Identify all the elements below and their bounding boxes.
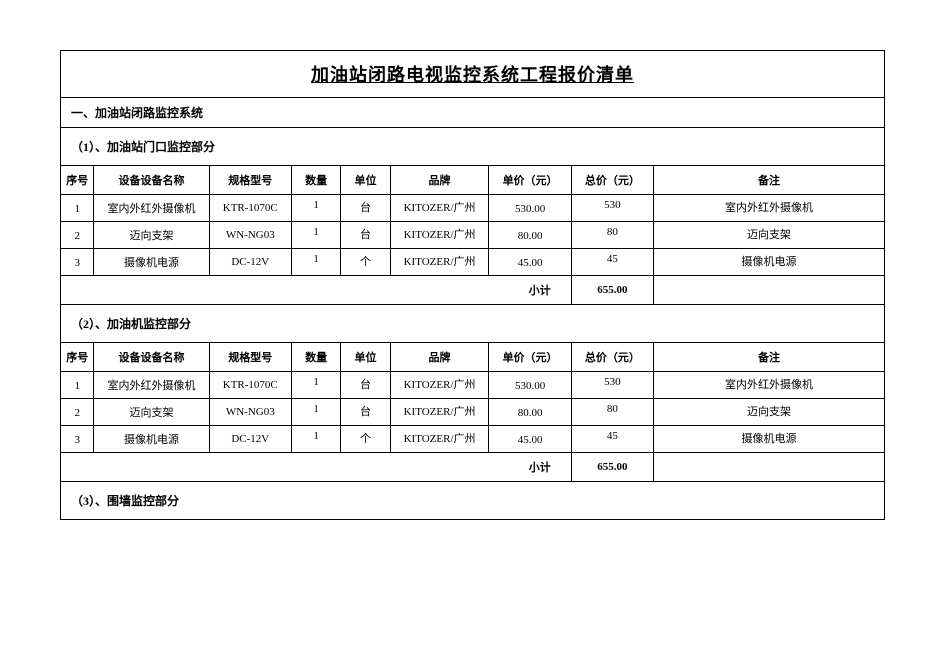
col-qty: 数量 xyxy=(291,166,340,195)
cell-unit: 台 xyxy=(341,222,390,249)
table-row: 1 室内外红外摄像机 KTR-1070C 1 台 KITOZER/广州 530.… xyxy=(61,195,884,222)
col-name: 设备设备名称 xyxy=(94,166,209,195)
cell-spec: KTR-1070C xyxy=(209,372,291,399)
col-brand: 品牌 xyxy=(390,166,489,195)
cell-idx: 2 xyxy=(61,399,94,426)
col-total-price: 总价（元） xyxy=(571,166,653,195)
document-container: 加油站闭路电视监控系统工程报价清单 一、加油站闭路监控系统 （1）、加油站门口监… xyxy=(60,50,885,520)
cell-total-price: 45 xyxy=(571,426,653,453)
cell-name: 迈向支架 xyxy=(94,399,209,426)
col-unit-price: 单价（元） xyxy=(489,343,571,372)
cell-idx: 3 xyxy=(61,249,94,276)
subtotal-label: 小计 xyxy=(61,276,571,305)
col-qty: 数量 xyxy=(291,343,340,372)
cell-spec: KTR-1070C xyxy=(209,195,291,222)
col-unit: 单位 xyxy=(341,166,390,195)
cell-unit: 个 xyxy=(341,426,390,453)
cell-unit-price: 80.00 xyxy=(489,399,571,426)
cell-brand: KITOZER/广州 xyxy=(390,195,489,222)
cell-name: 摄像机电源 xyxy=(94,426,209,453)
table-header-row: 序号 设备设备名称 规格型号 数量 单位 品牌 单价（元） 总价（元） 备注 xyxy=(61,343,884,372)
cell-remark: 室内外红外摄像机 xyxy=(654,372,884,399)
cell-name: 室内外红外摄像机 xyxy=(94,195,209,222)
cell-remark: 摄像机电源 xyxy=(654,426,884,453)
cell-unit-price: 45.00 xyxy=(489,249,571,276)
cell-brand: KITOZER/广州 xyxy=(390,372,489,399)
table-row: 3 摄像机电源 DC-12V 1 个 KITOZER/广州 45.00 45 摄… xyxy=(61,426,884,453)
table-row: 3 摄像机电源 DC-12V 1 个 KITOZER/广州 45.00 45 摄… xyxy=(61,249,884,276)
subtotal-value: 655.00 xyxy=(571,276,653,305)
cell-name: 迈向支架 xyxy=(94,222,209,249)
cell-brand: KITOZER/广州 xyxy=(390,222,489,249)
col-remark: 备注 xyxy=(654,343,884,372)
col-remark: 备注 xyxy=(654,166,884,195)
cell-total-price: 80 xyxy=(571,222,653,249)
cell-brand: KITOZER/广州 xyxy=(390,426,489,453)
col-unit-price: 单价（元） xyxy=(489,166,571,195)
cell-spec: WN-NG03 xyxy=(209,399,291,426)
cell-idx: 3 xyxy=(61,426,94,453)
col-unit: 单位 xyxy=(341,343,390,372)
cell-qty: 1 xyxy=(291,399,340,426)
cell-qty: 1 xyxy=(291,195,340,222)
col-idx: 序号 xyxy=(61,166,94,195)
cell-unit: 个 xyxy=(341,249,390,276)
table-row: 2 迈向支架 WN-NG03 1 台 KITOZER/广州 80.00 80 迈… xyxy=(61,222,884,249)
cell-unit-price: 530.00 xyxy=(489,195,571,222)
section-2-table: 序号 设备设备名称 规格型号 数量 单位 品牌 单价（元） 总价（元） 备注 1… xyxy=(61,343,884,482)
section-1-table: 序号 设备设备名称 规格型号 数量 单位 品牌 单价（元） 总价（元） 备注 1… xyxy=(61,166,884,305)
cell-unit-price: 80.00 xyxy=(489,222,571,249)
subsection-1-heading: （1）、加油站门口监控部分 xyxy=(61,128,884,166)
subtotal-row: 小计 655.00 xyxy=(61,276,884,305)
cell-total-price: 80 xyxy=(571,399,653,426)
table-header-row: 序号 设备设备名称 规格型号 数量 单位 品牌 单价（元） 总价（元） 备注 xyxy=(61,166,884,195)
cell-spec: DC-12V xyxy=(209,249,291,276)
cell-remark: 摄像机电源 xyxy=(654,249,884,276)
cell-unit: 台 xyxy=(341,399,390,426)
cell-remark: 迈向支架 xyxy=(654,399,884,426)
cell-idx: 2 xyxy=(61,222,94,249)
table-row: 2 迈向支架 WN-NG03 1 台 KITOZER/广州 80.00 80 迈… xyxy=(61,399,884,426)
col-total-price: 总价（元） xyxy=(571,343,653,372)
subsection-3-heading: （3）、围墙监控部分 xyxy=(61,482,884,520)
document-title: 加油站闭路电视监控系统工程报价清单 xyxy=(61,51,884,98)
cell-remark: 迈向支架 xyxy=(654,222,884,249)
col-name: 设备设备名称 xyxy=(94,343,209,372)
cell-total-price: 530 xyxy=(571,372,653,399)
cell-idx: 1 xyxy=(61,195,94,222)
cell-spec: DC-12V xyxy=(209,426,291,453)
cell-unit-price: 530.00 xyxy=(489,372,571,399)
subtotal-value: 655.00 xyxy=(571,453,653,482)
cell-unit: 台 xyxy=(341,195,390,222)
subtotal-empty xyxy=(654,276,884,305)
cell-qty: 1 xyxy=(291,372,340,399)
cell-brand: KITOZER/广州 xyxy=(390,399,489,426)
cell-brand: KITOZER/广州 xyxy=(390,249,489,276)
cell-qty: 1 xyxy=(291,222,340,249)
subtotal-label: 小计 xyxy=(61,453,571,482)
cell-remark: 室内外红外摄像机 xyxy=(654,195,884,222)
cell-total-price: 530 xyxy=(571,195,653,222)
cell-name: 室内外红外摄像机 xyxy=(94,372,209,399)
col-spec: 规格型号 xyxy=(209,166,291,195)
col-idx: 序号 xyxy=(61,343,94,372)
cell-spec: WN-NG03 xyxy=(209,222,291,249)
cell-qty: 1 xyxy=(291,249,340,276)
cell-idx: 1 xyxy=(61,372,94,399)
main-section-heading: 一、加油站闭路监控系统 xyxy=(61,98,884,128)
subtotal-empty xyxy=(654,453,884,482)
cell-total-price: 45 xyxy=(571,249,653,276)
subtotal-row: 小计 655.00 xyxy=(61,453,884,482)
cell-unit: 台 xyxy=(341,372,390,399)
table-row: 1 室内外红外摄像机 KTR-1070C 1 台 KITOZER/广州 530.… xyxy=(61,372,884,399)
subsection-2-heading: （2）、加油机监控部分 xyxy=(61,305,884,343)
cell-name: 摄像机电源 xyxy=(94,249,209,276)
col-spec: 规格型号 xyxy=(209,343,291,372)
cell-unit-price: 45.00 xyxy=(489,426,571,453)
col-brand: 品牌 xyxy=(390,343,489,372)
cell-qty: 1 xyxy=(291,426,340,453)
